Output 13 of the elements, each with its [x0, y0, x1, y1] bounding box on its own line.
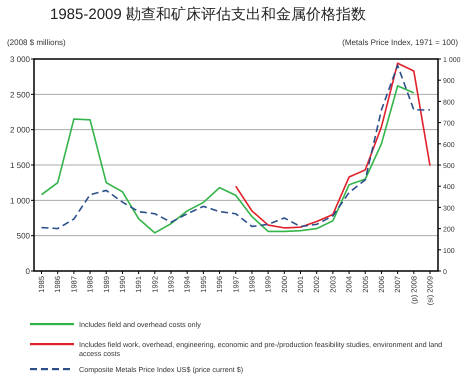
y-tick-label: 3 000 — [10, 55, 31, 64]
chart-title: 1985-2009 勘查和矿床评估支出和金属价格指数 — [50, 6, 366, 23]
line-series — [234, 62, 431, 229]
y-tick-label: 500 — [16, 232, 31, 241]
y2-axis-title: (Metals Price Index, 1971 = 100) — [342, 38, 458, 47]
y-tick-label: 1 000 — [10, 196, 31, 206]
line-series — [40, 85, 415, 234]
y-tick-label: 1 500 — [10, 161, 31, 170]
y-axis-title: (2008 $ millions) — [7, 38, 66, 47]
y-tick-label: 0 — [26, 267, 31, 276]
y-tick-label: 2 500 — [10, 90, 31, 100]
y-tick-label: 2 000 — [10, 126, 31, 135]
line-series — [40, 64, 431, 230]
